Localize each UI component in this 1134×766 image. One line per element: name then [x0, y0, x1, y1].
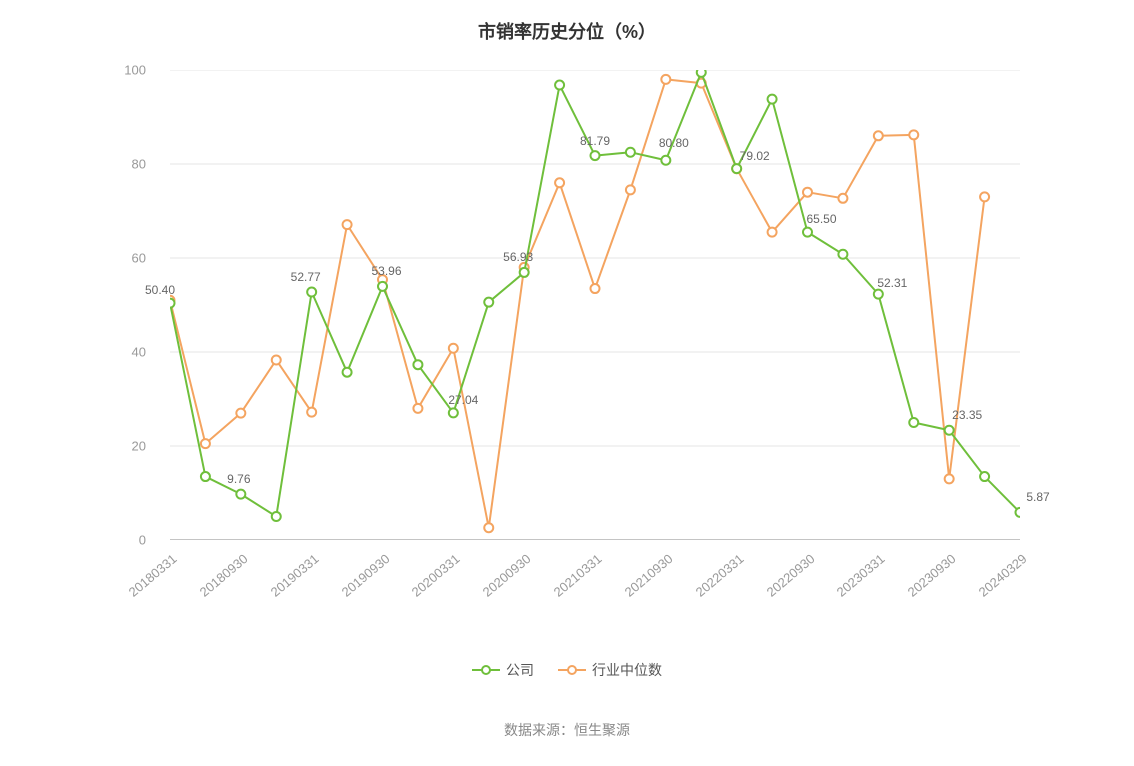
x-tick-label: 20210930: [622, 551, 676, 600]
x-tick-label: 20240329: [976, 551, 1030, 600]
value-label: 23.35: [952, 408, 982, 422]
y-tick-label: 40: [132, 345, 146, 360]
y-tick-label: 0: [139, 533, 146, 548]
y-tick-label: 100: [124, 63, 146, 78]
x-tick-label: 20230331: [834, 551, 888, 600]
value-label: 56.93: [503, 250, 533, 264]
plot-area: 50.409.7652.7753.9627.0456.9381.7980.807…: [170, 70, 1020, 540]
legend-item[interactable]: 行业中位数: [558, 660, 662, 680]
value-label: 5.87: [1026, 490, 1049, 504]
legend: 公司 行业中位数: [0, 660, 1134, 680]
value-label: 9.76: [227, 472, 250, 486]
x-tick-label: 20200331: [409, 551, 463, 600]
value-label: 79.02: [740, 149, 770, 163]
value-label: 50.40: [145, 283, 175, 297]
x-tick-label: 20220331: [692, 551, 746, 600]
value-labels-layer: 50.409.7652.7753.9627.0456.9381.7980.807…: [170, 70, 1020, 540]
x-tick-label: 20180331: [126, 551, 180, 600]
legend-label: 公司: [506, 660, 534, 680]
x-tick-label: 20180930: [197, 551, 251, 600]
legend-swatch: [558, 663, 586, 677]
y-axis-labels: 020406080100: [0, 70, 160, 540]
value-label: 65.50: [806, 212, 836, 226]
legend-label: 行业中位数: [592, 660, 662, 680]
x-axis-labels: 2018033120180930201903312019093020200331…: [170, 545, 1020, 635]
value-label: 81.79: [580, 134, 610, 148]
chart-title: 市销率历史分位（%）: [0, 0, 1134, 44]
value-label: 27.04: [448, 393, 478, 407]
x-tick-label: 20190930: [338, 551, 392, 600]
legend-swatch: [472, 663, 500, 677]
chart-container: 市销率历史分位（%） 0 20 40 60 80 100 50.40 9.76 52.77 53…: [0, 0, 1134, 766]
y-tick-label: 20: [132, 439, 146, 454]
y-tick-label: 80: [132, 157, 146, 172]
data-source: 数据来源：恒生聚源: [0, 720, 1134, 740]
value-label: 52.77: [291, 270, 321, 284]
value-label: 52.31: [877, 276, 907, 290]
value-label: 80.80: [659, 136, 689, 150]
x-tick-label: 20230930: [905, 551, 959, 600]
value-label: 53.96: [371, 264, 401, 278]
x-tick-label: 20200930: [480, 551, 534, 600]
x-tick-label: 20210331: [551, 551, 605, 600]
x-tick-label: 20220930: [763, 551, 817, 600]
y-tick-label: 60: [132, 251, 146, 266]
x-tick-label: 20190331: [267, 551, 321, 600]
legend-item[interactable]: 公司: [472, 660, 534, 680]
